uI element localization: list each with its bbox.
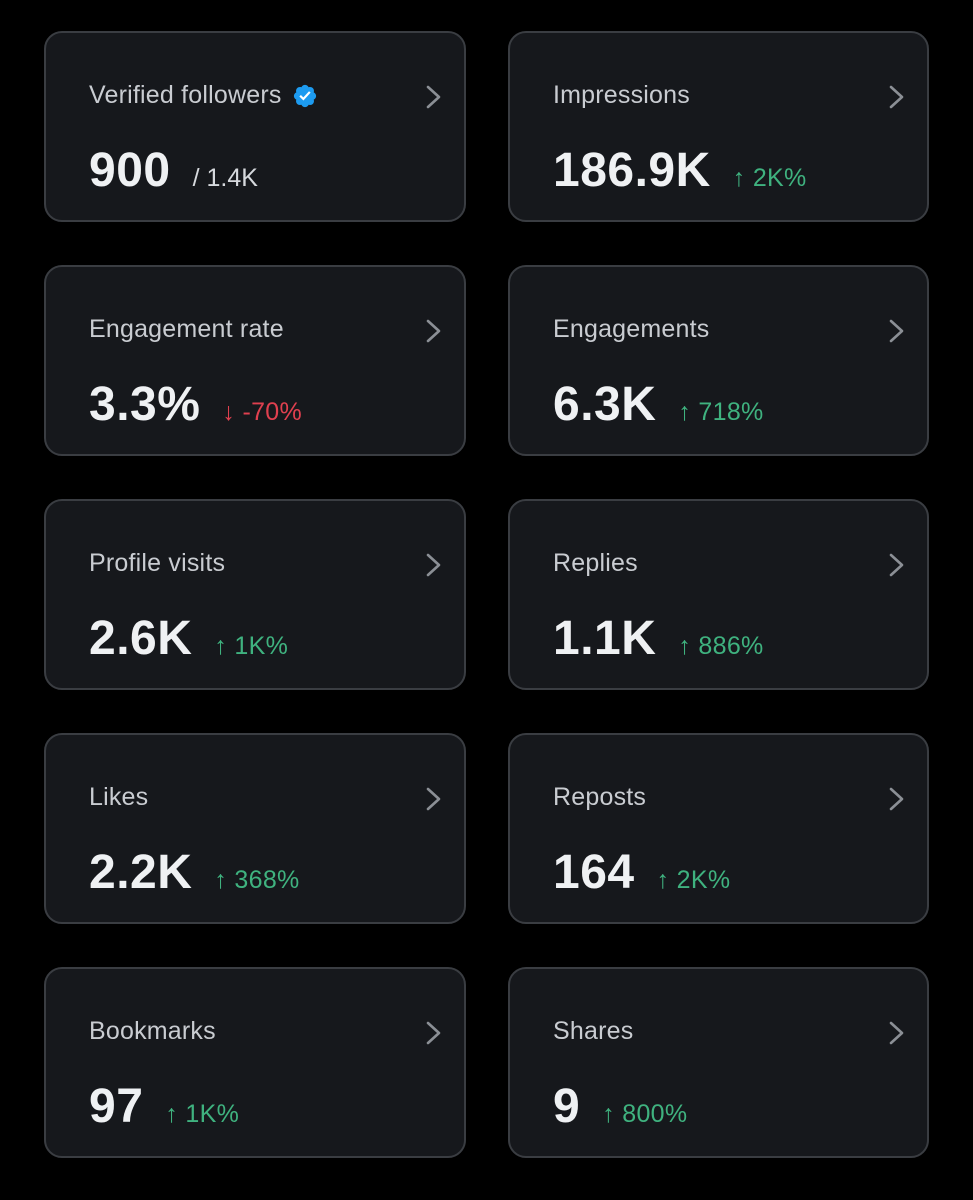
metric-value-row: 164 ↑ 2K%	[553, 845, 730, 900]
metric-change: ↑ 2K%	[656, 866, 731, 894]
metric-value: 97	[89, 1080, 144, 1133]
chevron-right-icon[interactable]	[887, 1019, 907, 1047]
metric-change: ↑ 1K%	[214, 632, 289, 660]
metric-card-verified-followers[interactable]: Verified followers 900 / 1.4K	[44, 31, 466, 222]
metric-card-likes[interactable]: Likes 2.2K ↑ 368%	[44, 733, 466, 924]
metric-value: 2.2K	[89, 846, 193, 899]
chevron-right-icon[interactable]	[424, 551, 444, 579]
metric-value: 6.3K	[553, 378, 657, 431]
metric-value-row: 6.3K ↑ 718%	[553, 377, 764, 432]
metric-card-engagements[interactable]: Engagements 6.3K ↑ 718%	[508, 265, 929, 456]
metric-label: Likes	[89, 783, 149, 811]
metric-label: Engagement rate	[89, 315, 284, 343]
metric-change: ↑ 718%	[678, 398, 764, 426]
chevron-right-icon[interactable]	[424, 317, 444, 345]
metric-label: Verified followers	[89, 81, 318, 110]
chevron-right-icon[interactable]	[424, 1019, 444, 1047]
metric-card-shares[interactable]: Shares 9 ↑ 800%	[508, 967, 929, 1158]
metric-card-reposts[interactable]: Reposts 164 ↑ 2K%	[508, 733, 929, 924]
verified-badge-icon	[293, 84, 316, 107]
metric-total: / 1.4K	[192, 164, 258, 192]
metric-card-replies[interactable]: Replies 1.1K ↑ 886%	[508, 499, 929, 690]
metric-change: ↑ 886%	[678, 632, 764, 660]
metric-label-text: Verified followers	[89, 81, 282, 109]
metric-value: 164	[553, 846, 635, 899]
metric-label: Shares	[553, 1017, 634, 1045]
metric-label: Profile visits	[89, 549, 226, 577]
metric-value-row: 186.9K ↑ 2K%	[553, 143, 807, 198]
chevron-right-icon[interactable]	[887, 551, 907, 579]
metric-label: Impressions	[553, 81, 690, 109]
chevron-right-icon[interactable]	[887, 83, 907, 111]
metric-change: ↑ 800%	[602, 1100, 688, 1128]
metric-value: 3.3%	[89, 378, 201, 431]
chevron-right-icon[interactable]	[424, 785, 444, 813]
metric-label: Engagements	[553, 315, 710, 343]
metric-value-row: 900 / 1.4K	[89, 143, 258, 198]
metric-label: Reposts	[553, 783, 647, 811]
metric-change: ↑ 368%	[214, 866, 300, 894]
metric-change: ↓ -70%	[222, 398, 303, 426]
metric-value-row: 1.1K ↑ 886%	[553, 611, 764, 666]
metric-value-row: 3.3% ↓ -70%	[89, 377, 302, 432]
metric-value-row: 9 ↑ 800%	[553, 1079, 687, 1134]
metric-change: ↑ 1K%	[165, 1100, 240, 1128]
metric-value-row: 97 ↑ 1K%	[89, 1079, 239, 1134]
metric-card-profile-visits[interactable]: Profile visits 2.6K ↑ 1K%	[44, 499, 466, 690]
metric-label: Replies	[553, 549, 638, 577]
metric-value: 1.1K	[553, 612, 657, 665]
metric-card-impressions[interactable]: Impressions 186.9K ↑ 2K%	[508, 31, 929, 222]
metrics-grid: Verified followers 900 / 1.4K Impression…	[44, 31, 929, 1158]
metric-value: 900	[89, 144, 171, 197]
chevron-right-icon[interactable]	[424, 83, 444, 111]
chevron-right-icon[interactable]	[887, 317, 907, 345]
metric-label: Bookmarks	[89, 1017, 216, 1045]
metric-change: ↑ 2K%	[732, 164, 807, 192]
metric-value: 2.6K	[89, 612, 193, 665]
metric-value: 186.9K	[553, 144, 711, 197]
metric-value-row: 2.6K ↑ 1K%	[89, 611, 288, 666]
metric-card-bookmarks[interactable]: Bookmarks 97 ↑ 1K%	[44, 967, 466, 1158]
metric-value-row: 2.2K ↑ 368%	[89, 845, 300, 900]
metric-card-engagement-rate[interactable]: Engagement rate 3.3% ↓ -70%	[44, 265, 466, 456]
metric-value: 9	[553, 1080, 581, 1133]
chevron-right-icon[interactable]	[887, 785, 907, 813]
